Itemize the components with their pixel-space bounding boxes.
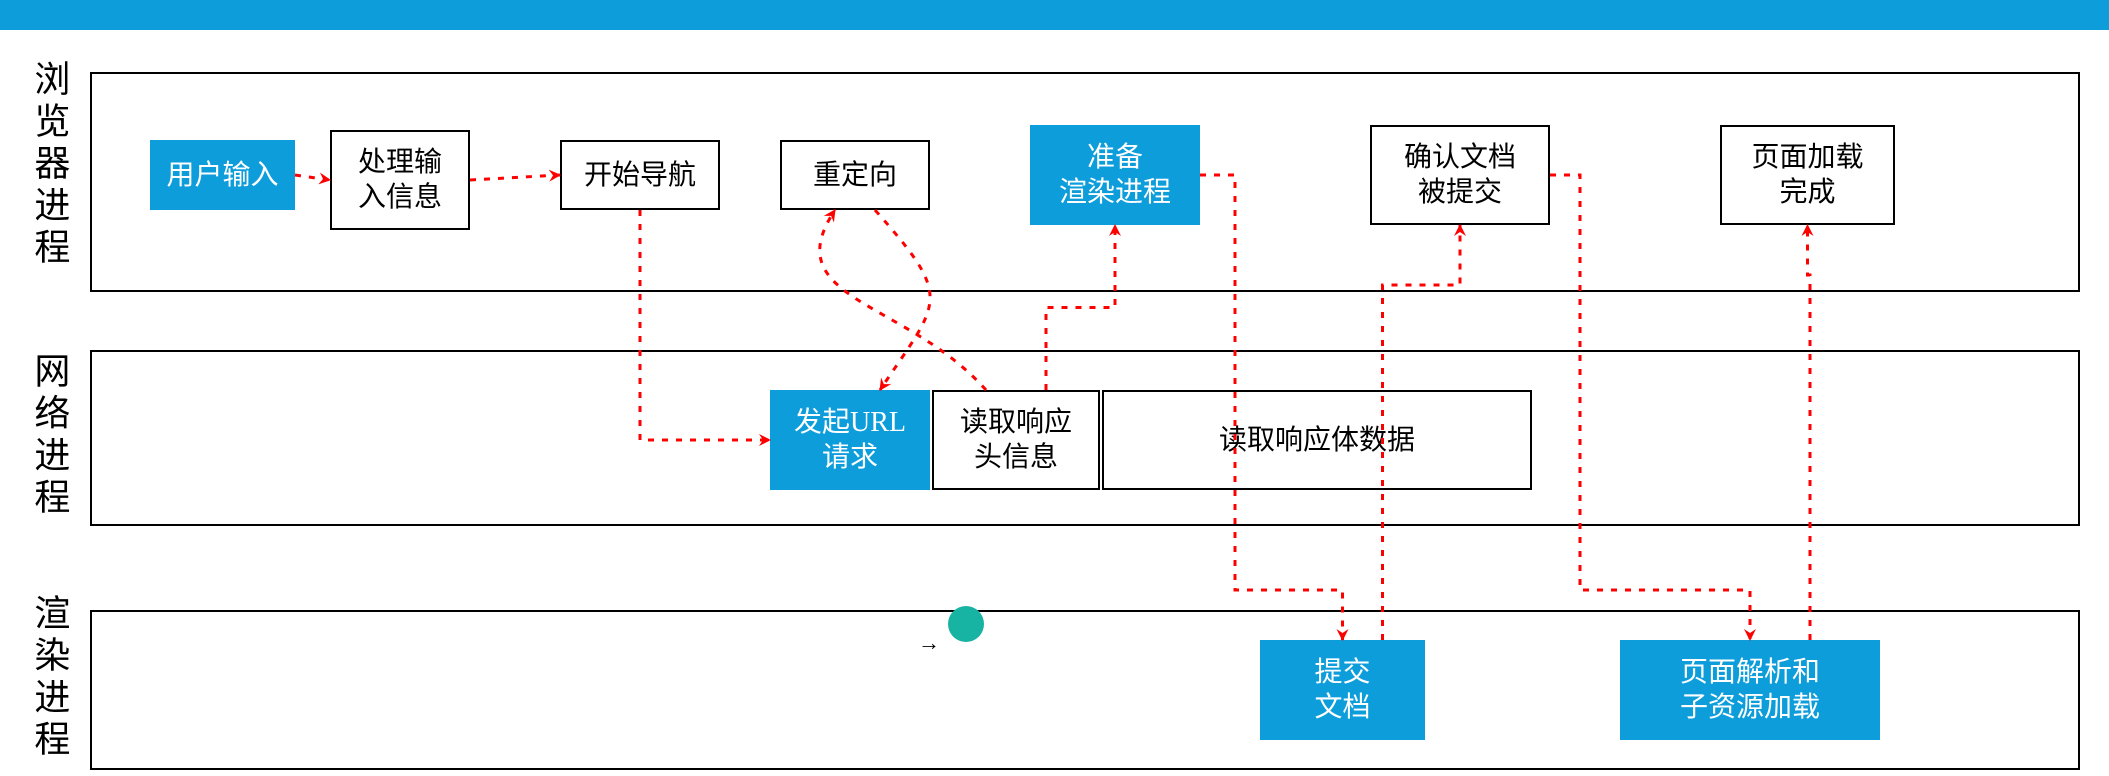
node-user-input: 用户输入 — [150, 140, 295, 210]
node-read-header: 读取响应 头信息 — [932, 390, 1100, 490]
cursor-arrow-icon: → — [918, 630, 940, 656]
lane-label-network: 网络进程 — [28, 352, 69, 520]
node-commit-doc: 提交 文档 — [1260, 640, 1425, 740]
node-send-url: 发起URL 请求 — [770, 390, 930, 490]
node-page-done: 页面加载 完成 — [1720, 125, 1895, 225]
node-prepare-render: 准备 渲染进程 — [1030, 125, 1200, 225]
node-start-nav: 开始导航 — [560, 140, 720, 210]
node-read-body: 读取响应体数据 — [1102, 390, 1532, 490]
node-confirm-commit: 确认文档 被提交 — [1370, 125, 1550, 225]
lane-label-browser: 浏览器进程 — [28, 60, 69, 270]
node-redirect: 重定向 — [780, 140, 930, 210]
flowchart-canvas: 浏览器进程 网络进程 渲染进程 用户输入 处理输 入信息 开始导航 重定向 准备… — [0, 0, 2109, 776]
cursor-dot — [948, 606, 984, 642]
lane-label-renderer: 渲染进程 — [28, 594, 69, 762]
node-process-input: 处理输 入信息 — [330, 130, 470, 230]
node-page-parse: 页面解析和 子资源加载 — [1620, 640, 1880, 740]
